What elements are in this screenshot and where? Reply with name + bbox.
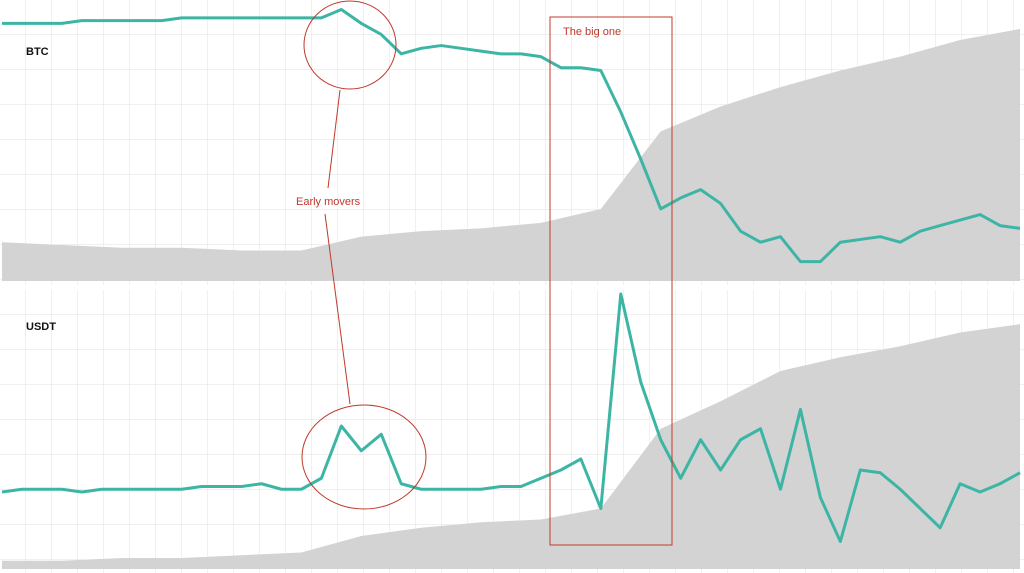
annotation: Early movers [296,196,361,208]
highlight-circle [303,0,397,90]
annotation: The big one [563,26,621,38]
panel-label: USDT [26,321,56,333]
highlight-circle [301,404,427,510]
panel-separator [0,285,1024,290]
pointer-line [324,213,351,405]
pointer-line [327,89,341,189]
price-line [2,8,1021,264]
price-line [1,292,1021,543]
highlight-box [549,16,673,546]
volume-area [2,28,1020,282]
volume-area [2,324,1020,569]
panel-label: BTC [26,46,49,58]
